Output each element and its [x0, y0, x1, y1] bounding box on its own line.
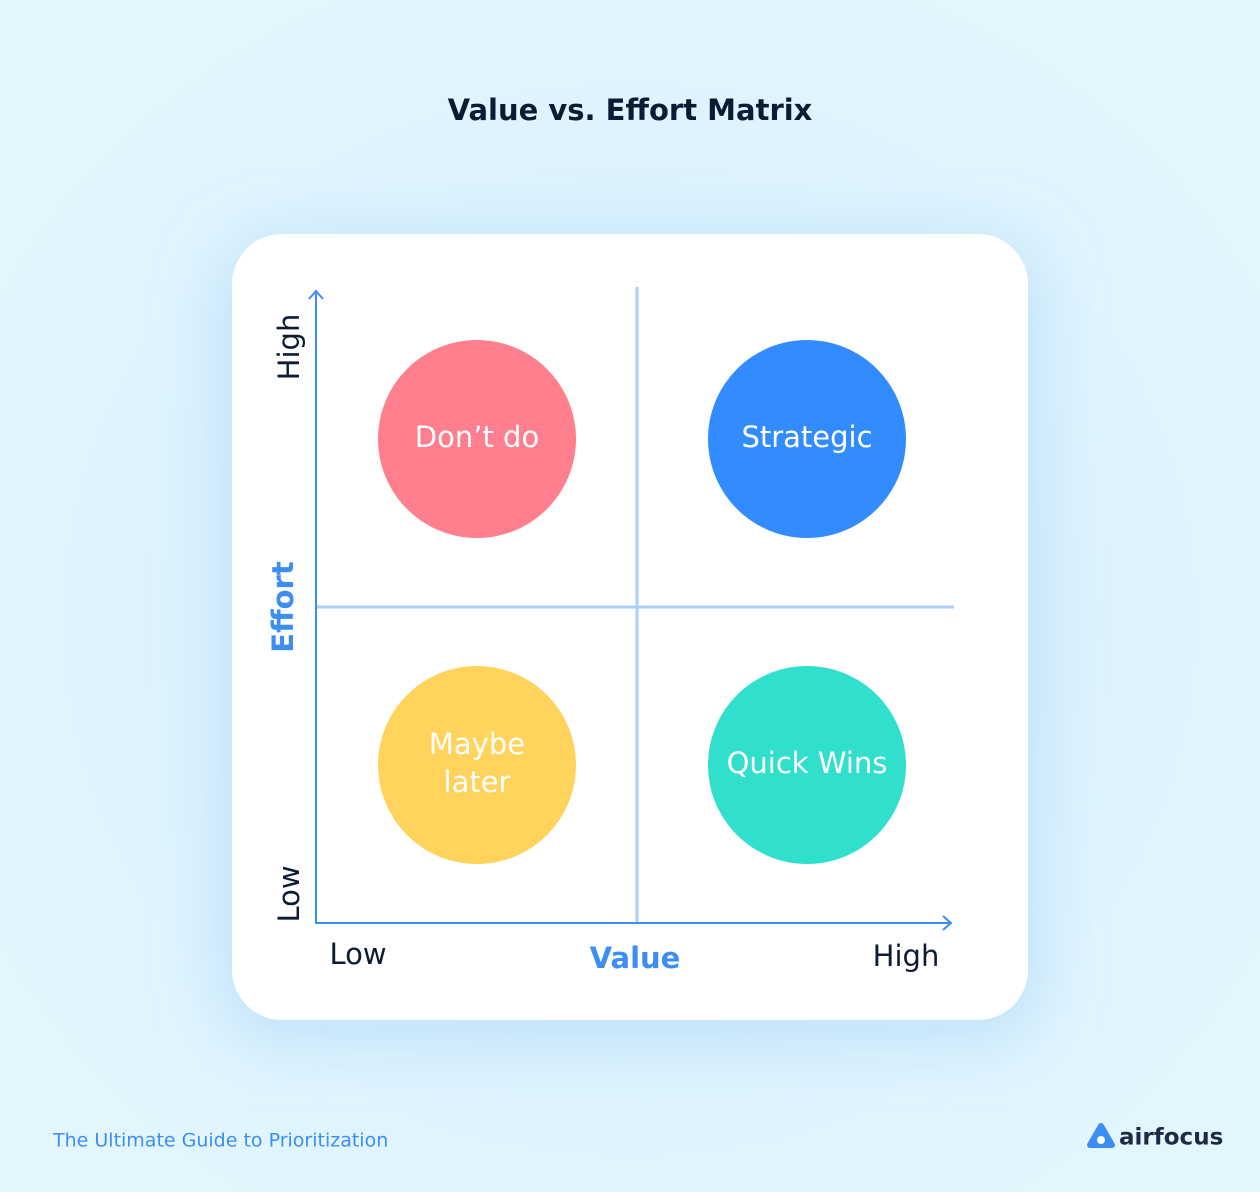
card — [232, 234, 1028, 1020]
axes — [308, 289, 953, 931]
y-label: Effort — [266, 561, 300, 653]
logo-text: airfocus — [1119, 1125, 1223, 1151]
x-high: High — [873, 939, 940, 973]
quadrant-label: Maybe — [429, 727, 525, 761]
quadrant-circle — [708, 666, 906, 864]
quadrant-label: Quick Wins — [727, 746, 888, 780]
x-low: Low — [329, 937, 386, 971]
title: Value vs. Effort Matrix — [448, 93, 813, 127]
logo: airfocus — [1087, 1123, 1223, 1151]
quadrant-label: later — [444, 765, 511, 799]
quadrant-circle — [378, 340, 576, 538]
y-low: Low — [272, 865, 306, 922]
quadrant-label: Strategic — [741, 420, 872, 454]
quadrant-circle — [378, 666, 576, 864]
quadrants: Don’t do Strategic Maybe later Quick Wins — [378, 340, 906, 864]
y-arrow — [308, 289, 324, 300]
logo-icon — [1087, 1123, 1115, 1148]
logo-dot — [1097, 1136, 1105, 1144]
dividers — [316, 287, 954, 923]
x-arrow — [942, 915, 953, 931]
quadrant-label: Don’t do — [415, 420, 539, 454]
guide-link[interactable]: The Ultimate Guide to Prioritization — [52, 1130, 388, 1152]
y-high: High — [272, 314, 306, 381]
quadrant-circle — [708, 340, 906, 538]
x-label: Value — [590, 941, 681, 975]
